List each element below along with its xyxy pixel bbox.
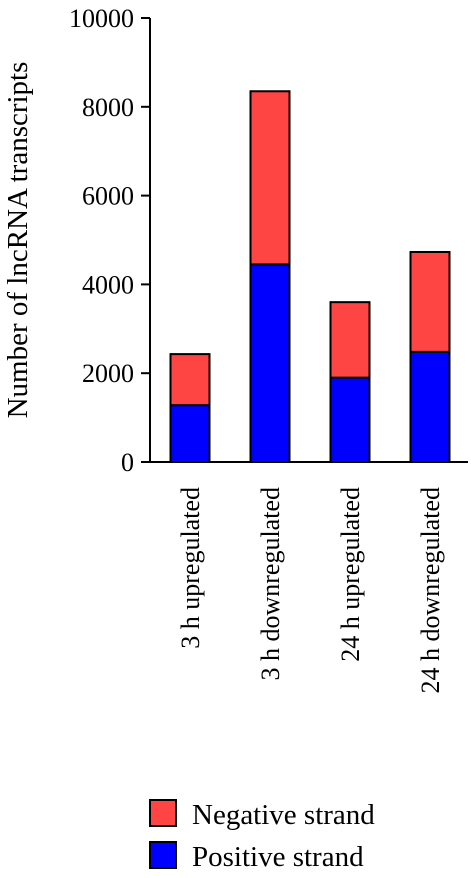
y-tick-label: 2000 [82, 359, 134, 388]
bar-segment-negative-strand [329, 301, 371, 379]
legend-swatch [149, 799, 177, 827]
legend: Negative strand Positive strand [149, 799, 375, 873]
x-axis: 3 h upregulated 3 h downregulated 24 h upr… [150, 461, 468, 694]
y-tick-label: 0 [121, 448, 134, 477]
legend-label: Positive strand [192, 841, 364, 873]
legend-swatch [149, 841, 177, 869]
x-tick-label: 24 h upregulated [336, 487, 365, 662]
bar-segment-positive-strand [409, 350, 451, 463]
bar-segment-positive-strand [249, 263, 291, 464]
bar-segment-negative-strand [409, 250, 451, 353]
y-tick-label: 10000 [69, 4, 134, 33]
y-axis: 0 2000 4000 6000 8000 10000 [69, 4, 151, 477]
bar-segment-negative-strand [169, 353, 211, 407]
bar-segment-positive-strand [169, 404, 211, 463]
y-tick-label: 6000 [82, 182, 134, 211]
x-tick-label: 3 h upregulated [176, 487, 205, 649]
bar-segment-negative-strand [249, 90, 291, 266]
bar-segment-positive-strand [329, 376, 371, 464]
y-axis-title: Number of lncRNA transcripts [2, 62, 34, 419]
bars [169, 90, 451, 464]
legend-label: Negative strand [192, 799, 375, 831]
x-tick-label: 24 h downregulated [416, 487, 445, 694]
y-tick-label: 4000 [82, 270, 134, 299]
x-tick-label: 3 h downregulated [256, 487, 285, 681]
y-tick-label: 8000 [82, 93, 134, 122]
